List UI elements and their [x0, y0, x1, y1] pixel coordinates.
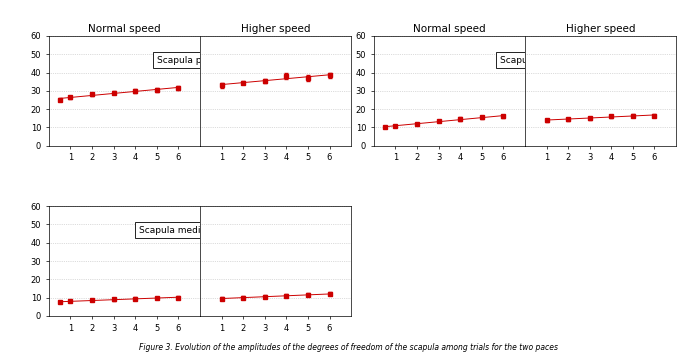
Text: Scapula tilting: Scapula tilting [500, 56, 565, 65]
Title: Normal speed: Normal speed [413, 24, 486, 34]
Title: Higher speed: Higher speed [566, 24, 635, 34]
Title: Normal speed: Normal speed [88, 24, 161, 34]
Title: Higher speed: Higher speed [240, 24, 310, 34]
Text: Scapula pro/retraction: Scapula pro/retraction [157, 56, 258, 65]
Text: Scapula medio/lateral rotation: Scapula medio/lateral rotation [139, 226, 277, 235]
Text: Figure 3. Evolution of the amplitudes of the degrees of freedom of the scapula a: Figure 3. Evolution of the amplitudes of… [139, 343, 558, 352]
